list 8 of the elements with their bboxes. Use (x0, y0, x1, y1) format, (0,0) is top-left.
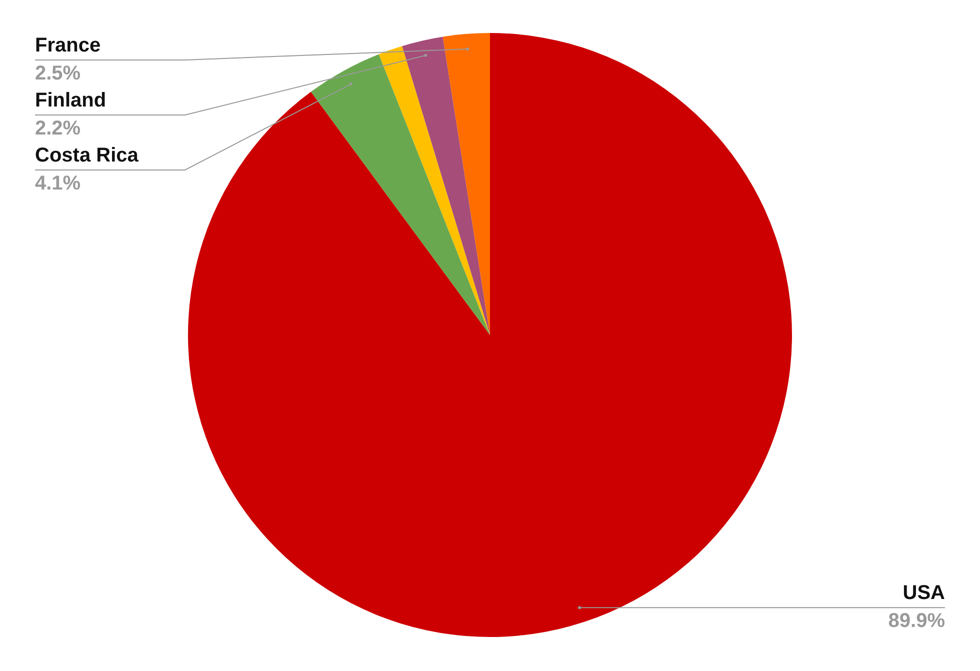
data-label: 4.1% (35, 172, 81, 195)
data-label: 2.2% (35, 118, 81, 140)
slice-label: France (35, 34, 101, 57)
slice-label: USA (902, 582, 945, 604)
data-label: 2.5% (35, 62, 81, 85)
slice-label: Finland (35, 90, 106, 112)
data-label: 89.9% (888, 610, 946, 632)
slice-label: Costa Rica (35, 144, 140, 167)
